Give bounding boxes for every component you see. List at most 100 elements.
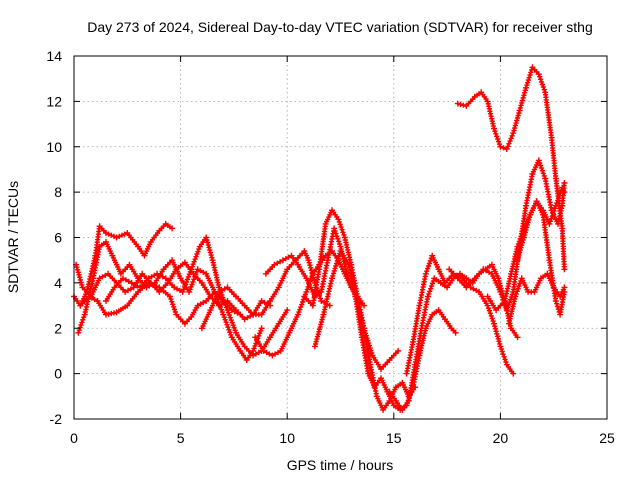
marker [499, 294, 505, 300]
marker [512, 296, 518, 302]
marker [302, 273, 308, 279]
marker [186, 271, 192, 277]
marker [434, 264, 441, 270]
marker [189, 281, 195, 287]
marker [426, 260, 432, 266]
series-track-9 [301, 207, 419, 413]
marker [409, 341, 416, 348]
marker [548, 132, 554, 138]
marker [159, 268, 165, 275]
marker [256, 333, 262, 339]
marker [216, 302, 222, 308]
marker [200, 269, 206, 275]
marker [470, 96, 476, 102]
marker [537, 74, 543, 80]
marker [483, 300, 489, 306]
marker [111, 233, 117, 239]
marker [470, 286, 476, 292]
marker [191, 276, 197, 282]
marker [418, 328, 424, 334]
marker [359, 300, 365, 306]
chart-title: Day 273 of 2024, Sidereal Day-to-day VTE… [87, 19, 593, 35]
marker [553, 173, 559, 179]
marker [507, 273, 514, 279]
marker [393, 350, 399, 356]
marker [500, 351, 506, 357]
marker [499, 349, 505, 355]
marker [538, 76, 544, 82]
marker [195, 249, 201, 255]
marker [123, 277, 129, 283]
marker [416, 305, 422, 311]
marker [223, 302, 229, 308]
marker [505, 304, 511, 311]
marker [412, 364, 418, 370]
marker [131, 281, 137, 287]
marker [539, 209, 545, 216]
marker [384, 359, 390, 365]
marker [181, 286, 187, 292]
x-axis-title: GPS time / hours [287, 457, 394, 473]
marker [515, 286, 521, 292]
marker [501, 145, 507, 151]
marker [334, 214, 340, 220]
marker [160, 223, 167, 229]
marker [496, 139, 502, 145]
marker [77, 325, 83, 331]
marker [487, 263, 493, 269]
marker [478, 268, 484, 275]
marker [383, 386, 389, 393]
marker [561, 291, 567, 298]
marker [87, 288, 93, 294]
y-tick-label: 10 [46, 139, 62, 155]
y-tick-label: 6 [54, 230, 62, 246]
marker [209, 255, 215, 261]
marker [261, 299, 268, 306]
marker [426, 291, 432, 297]
marker [334, 233, 340, 239]
marker [502, 356, 508, 362]
data-point [454, 100, 461, 107]
marker [74, 264, 80, 270]
marker [223, 319, 229, 325]
marker [259, 346, 265, 352]
marker [102, 309, 108, 315]
marker [126, 278, 132, 284]
marker [191, 259, 197, 265]
marker [266, 351, 272, 357]
marker [470, 278, 476, 284]
marker [293, 259, 299, 266]
marker [80, 317, 86, 323]
marker [283, 309, 289, 315]
marker [134, 283, 140, 289]
marker [257, 300, 263, 306]
marker [219, 287, 225, 293]
marker [224, 322, 230, 328]
marker [358, 332, 364, 338]
marker [108, 232, 114, 238]
marker [187, 269, 193, 275]
marker [404, 400, 410, 406]
marker [170, 301, 176, 307]
y-tick-label: 2 [54, 320, 62, 336]
marker [283, 268, 289, 275]
marker [193, 254, 199, 260]
marker [551, 208, 557, 214]
marker [509, 133, 515, 139]
marker [297, 307, 303, 313]
marker [122, 304, 128, 310]
marker [529, 174, 535, 180]
marker [560, 187, 566, 193]
marker [422, 273, 428, 279]
marker [215, 282, 221, 288]
marker [517, 236, 523, 242]
data-layer [71, 64, 568, 413]
marker [341, 232, 347, 238]
marker [516, 110, 522, 116]
marker [174, 286, 180, 292]
marker [248, 309, 254, 315]
marker [425, 263, 432, 269]
marker [169, 282, 175, 288]
marker [334, 258, 340, 264]
marker [537, 278, 543, 284]
